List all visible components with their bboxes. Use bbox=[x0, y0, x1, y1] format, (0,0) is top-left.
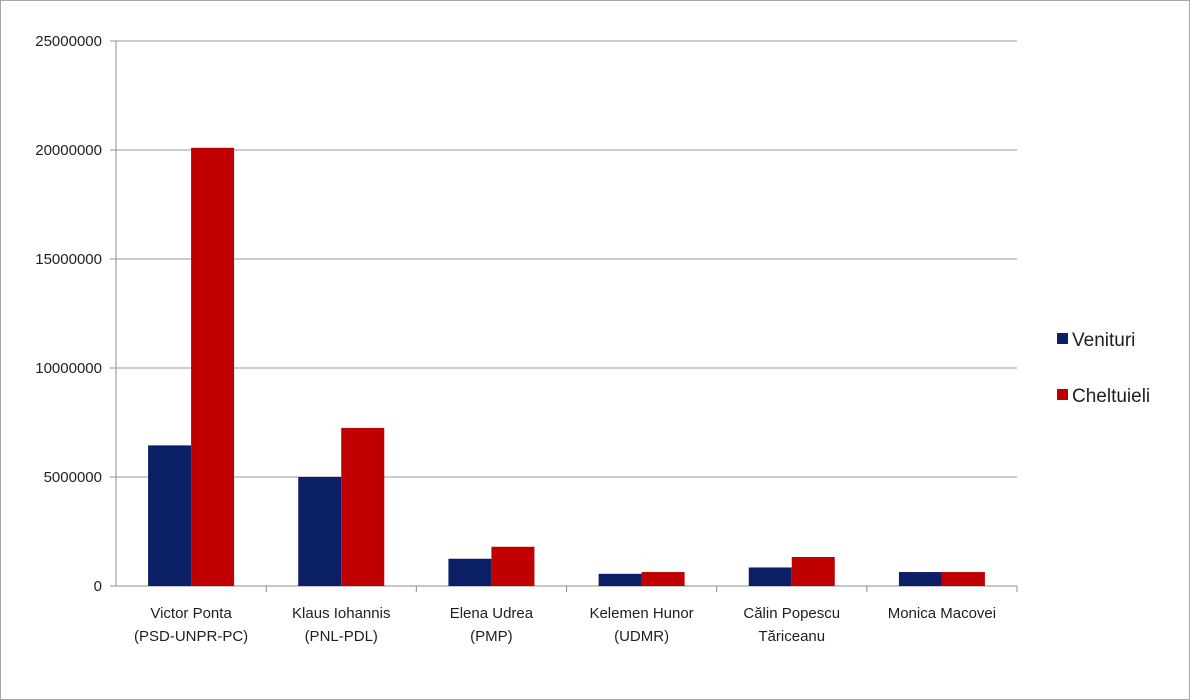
y-tick-label: 0 bbox=[94, 578, 102, 595]
legend-swatch bbox=[1057, 333, 1068, 344]
bar-venituri bbox=[148, 445, 192, 586]
x-category-label: Monica Macovei bbox=[888, 605, 996, 622]
bar-venituri bbox=[898, 572, 942, 586]
bar-cheltuieli bbox=[941, 572, 985, 586]
bar-cheltuieli bbox=[341, 427, 385, 586]
x-category-label: Victor Ponta (PSD-UNPR-PC) bbox=[134, 605, 248, 645]
legend: Venituri Cheltuieli bbox=[1057, 330, 1150, 407]
y-tick-label: 5000000 bbox=[44, 469, 102, 486]
y-tick-label: 25000000 bbox=[35, 33, 102, 50]
bar-venituri bbox=[748, 567, 792, 586]
x-category-label: Elena Udrea (PMP) bbox=[450, 605, 534, 645]
bar-cheltuieli bbox=[191, 147, 235, 586]
bar-venituri bbox=[448, 558, 492, 586]
bar-cheltuieli bbox=[791, 557, 835, 586]
bar-venituri bbox=[598, 573, 642, 586]
legend-swatch bbox=[1057, 389, 1068, 400]
x-category-label: Kelemen Hunor (UDMR) bbox=[589, 605, 693, 645]
legend-label: Venituri bbox=[1072, 330, 1135, 351]
bar-cheltuieli bbox=[491, 546, 535, 586]
x-category-label: Klaus Iohannis (PNL-PDL) bbox=[292, 605, 390, 645]
x-axis-labels: Victor Ponta (PSD-UNPR-PC) Klaus Iohannis(… bbox=[134, 605, 996, 645]
y-axis-ticks: 0 5000000 10000000 15000000 20000000 25000000 bbox=[35, 33, 102, 595]
y-tick-label: 15000000 bbox=[35, 251, 102, 268]
gridlines bbox=[110, 40, 1018, 592]
legend-label: Cheltuieli bbox=[1072, 386, 1150, 407]
bar-venituri bbox=[298, 477, 342, 586]
y-tick-label: 10000000 bbox=[35, 360, 102, 377]
y-tick-label: 20000000 bbox=[35, 142, 102, 159]
x-category-label: Călin Popescu Tăriceanu bbox=[743, 605, 840, 645]
bar-cheltuieli bbox=[641, 572, 685, 586]
bars bbox=[148, 147, 985, 586]
